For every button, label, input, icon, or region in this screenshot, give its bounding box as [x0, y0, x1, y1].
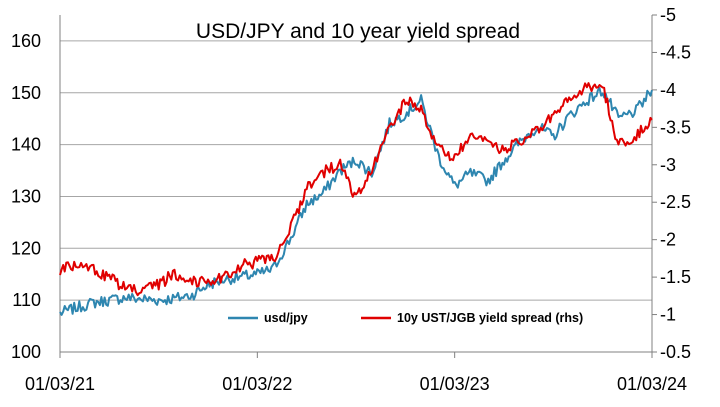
right-tick-label: -2.5 [660, 192, 691, 212]
legend: usd/jpy 10y UST/JGB yield spread (rhs) [228, 311, 583, 325]
left-axis-tick-labels: 100 110 120 130 140 150 160 [11, 31, 41, 362]
right-tick-label: -1.5 [660, 267, 691, 287]
left-tick-label: 140 [11, 135, 41, 155]
left-tick-label: 130 [11, 186, 41, 206]
axes [59, 15, 653, 353]
left-tick-label: 160 [11, 31, 41, 51]
x-tick-label: 01/03/24 [617, 374, 687, 394]
chart-title: USD/JPY and 10 year yield spread [196, 20, 520, 43]
x-tick-label: 01/03/23 [420, 374, 490, 394]
right-tick-label: -0.5 [660, 342, 691, 362]
gridlines [60, 40, 652, 301]
left-tick-label: 100 [11, 342, 41, 362]
left-tick-label: 110 [12, 290, 41, 310]
series-lines [59, 82, 653, 316]
right-tick-label: -3.5 [660, 117, 691, 137]
right-tick-label: -4.5 [660, 42, 691, 62]
x-axis-tick-labels: 01/03/21 01/03/22 01/03/23 01/03/24 [25, 352, 687, 394]
series-usd-jpy-line [59, 86, 653, 316]
x-tick-label: 01/03/22 [222, 374, 292, 394]
legend-label-usd-jpy: usd/jpy [264, 311, 308, 325]
right-tick-label: -4 [660, 80, 676, 100]
left-tick-label: 120 [11, 238, 41, 258]
left-tick-label: 150 [11, 83, 41, 103]
legend-label-yield-spread: 10y UST/JGB yield spread (rhs) [397, 311, 583, 325]
series-yield-spread-line [59, 82, 653, 297]
right-tick-label: -3 [660, 155, 676, 175]
right-axis-tick-labels: -0.5 -1 -1.5 -2 -2.5 -3 -3.5 -4 -4.5 -5 [652, 5, 691, 362]
right-tick-label: -2 [660, 230, 676, 250]
x-tick-label: 01/03/21 [25, 374, 95, 394]
right-tick-label: -5 [660, 5, 676, 25]
right-tick-label: -1 [660, 305, 676, 325]
